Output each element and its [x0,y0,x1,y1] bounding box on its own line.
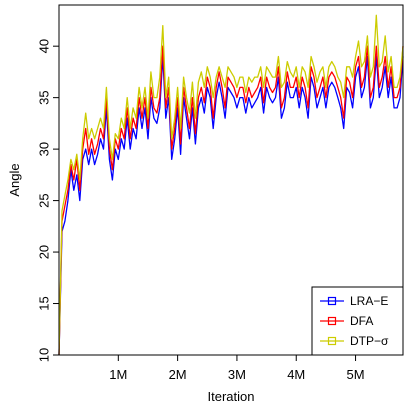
axes: 1M 2M 3M 4M 5M 10 15 20 25 30 35 40 [36,4,404,382]
series-line-2 [58,45,404,356]
x-tick-label: 5M [347,367,365,382]
legend: LRA−E DFA DTP−σ [311,286,404,356]
y-tick-label: 40 [36,39,51,53]
x-tick-label: 2M [169,367,187,382]
y-axis-label: Angle [7,163,22,196]
y-tick-label: 30 [36,142,51,156]
x-tick-label: 4M [287,367,305,382]
legend-entry-label: DTP−σ [350,334,389,348]
x-axis-label: Iteration [208,389,255,404]
legend-swatch-marker [327,296,337,306]
x-tick-label: 3M [228,367,246,382]
y-tick-label: 20 [36,245,51,259]
y-tick-label: 15 [36,296,51,310]
x-tick-label: 1M [109,367,127,382]
legend-entry-label: DFA [350,314,373,328]
legend-entry-label: LRA−E [350,294,388,308]
series-line-1 [58,55,404,356]
legend-swatch-marker [327,336,337,346]
y-tick-label: 35 [36,90,51,104]
y-tick-label: 25 [36,193,51,207]
series-line-3 [58,14,404,356]
legend-swatch-marker [327,316,337,326]
y-tick-label: 10 [36,348,51,362]
series-lines [58,14,404,356]
plot-frame [58,4,404,356]
